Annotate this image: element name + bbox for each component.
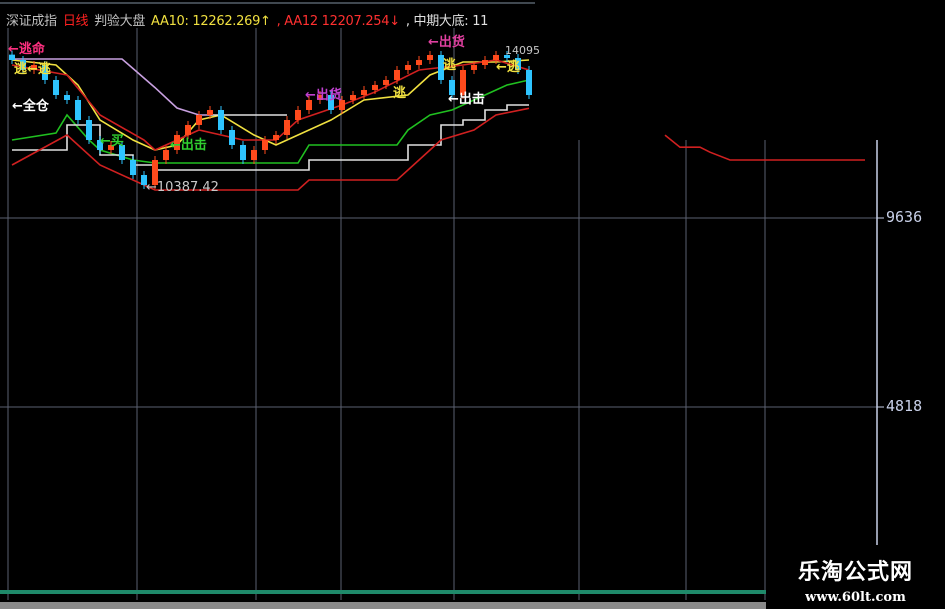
annotation-sell-2: ←出货 xyxy=(428,35,465,50)
candle-body xyxy=(97,140,103,151)
annotation-low-value: ←10387.42 xyxy=(146,180,219,195)
candle-body xyxy=(251,150,257,161)
watermark: 乐淘公式网 www.60lt.com xyxy=(766,546,945,609)
candle-body xyxy=(218,109,224,131)
candle-body xyxy=(53,79,59,96)
candle-body xyxy=(196,115,202,125)
candlesticks xyxy=(9,50,532,190)
candle-body xyxy=(438,54,444,80)
annotation-buy: ←买 xyxy=(100,134,124,149)
candle-body xyxy=(339,99,345,110)
candle-body xyxy=(152,160,158,186)
candle-body xyxy=(185,124,191,135)
candle-body xyxy=(361,89,367,96)
annotation-full-position: ←全仓 xyxy=(12,99,49,114)
candle-body xyxy=(284,120,290,135)
candle-body xyxy=(306,99,312,110)
candle-body xyxy=(504,54,510,59)
candle-body xyxy=(163,150,169,161)
candle-body xyxy=(295,109,301,121)
annotation-attack-1: ←出击 xyxy=(170,138,207,153)
candle-body xyxy=(240,144,246,161)
line-ma-yellow xyxy=(11,59,530,151)
candle-body xyxy=(372,84,378,90)
bottom-scroll-bar[interactable] xyxy=(0,602,766,609)
candle-body xyxy=(207,109,213,116)
annotation-escape-1: 逃←逃 xyxy=(14,62,51,77)
annotation-escape-life: ←逃命 xyxy=(8,42,45,57)
indicator-name: 判验大盘 xyxy=(94,14,146,29)
index-name: 深证成指 xyxy=(6,14,57,29)
candle-body xyxy=(526,69,532,96)
candle-body xyxy=(471,64,477,70)
mid-bottom-value: , 中期大底: 11 xyxy=(405,14,489,29)
aa10-value: AA10: 12262.269↑ xyxy=(151,14,271,29)
annotation-escape-3: 逃 xyxy=(443,58,457,73)
line-green xyxy=(11,79,530,164)
candle-body xyxy=(20,60,26,70)
y-tick-label: 9636 xyxy=(886,208,923,226)
line-projection xyxy=(664,134,865,161)
candle-body xyxy=(141,175,147,186)
candle-body xyxy=(405,64,411,70)
annotation-escape-2: 逃 xyxy=(393,86,407,101)
watermark-url: www.60lt.com xyxy=(805,590,906,605)
candle-body xyxy=(64,95,70,100)
candle-body xyxy=(328,95,334,110)
y-tick-label: 4818 xyxy=(886,397,923,415)
candle-body xyxy=(383,79,389,85)
candle-body xyxy=(31,64,37,70)
watermark-title: 乐淘公式网 xyxy=(797,560,913,585)
candle-body xyxy=(460,69,466,96)
candle-body xyxy=(174,134,180,151)
candle-body xyxy=(317,95,323,100)
period-label[interactable]: 日线 xyxy=(62,14,89,29)
candle-body xyxy=(394,69,400,80)
line-purple xyxy=(12,58,210,116)
candle-body xyxy=(9,54,15,61)
candle-body xyxy=(86,120,92,141)
candle-body xyxy=(350,95,356,100)
candle-body xyxy=(493,54,499,61)
annotation-sell-1: ←出货 xyxy=(305,88,342,103)
chart-header: 深证成指 日线 判验大盘 AA10: 12262.269↑ , AA12 12207.2… xyxy=(6,10,534,29)
candle-body xyxy=(449,79,455,96)
candle-body xyxy=(416,60,422,65)
line-ma-red_low xyxy=(11,107,530,191)
candle-body xyxy=(42,64,48,80)
grid-lines xyxy=(0,2,884,600)
candle-body xyxy=(75,99,81,121)
candle-body xyxy=(515,58,521,70)
annotation-escape-4: ←逃 xyxy=(496,60,520,75)
candle-body xyxy=(119,144,125,161)
candle-body xyxy=(427,54,433,61)
candle-body xyxy=(229,130,235,145)
aa12-value: , AA12 12207.254↓ xyxy=(276,14,400,29)
candle-body xyxy=(273,134,279,141)
candle-body xyxy=(130,160,136,176)
annotation-high-value: 14095 xyxy=(505,44,540,57)
candle-body xyxy=(108,144,114,151)
candle-body xyxy=(262,140,268,151)
annotation-attack-2: ←出击 xyxy=(448,92,485,107)
candle-body xyxy=(482,60,488,65)
